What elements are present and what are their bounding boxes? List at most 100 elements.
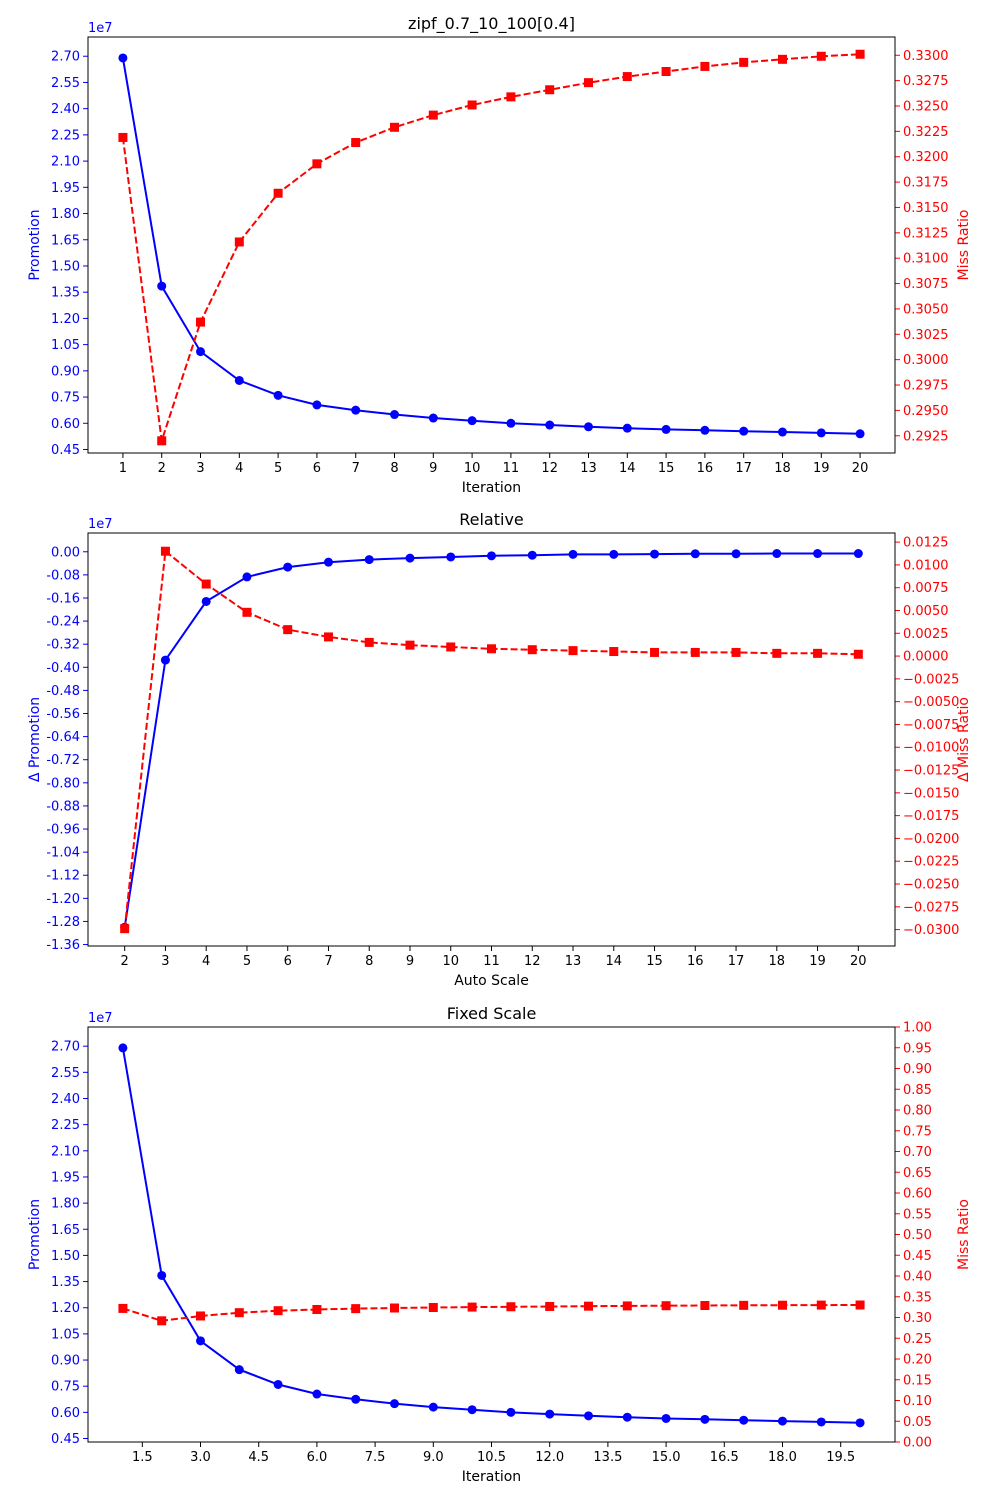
y2-tick-label: 0.50: [903, 1228, 932, 1243]
data-point-miss-ratio: [201, 579, 211, 589]
data-point-promotion: [323, 557, 333, 567]
y-tick-label: 2.40: [51, 1092, 80, 1107]
data-point-promotion: [351, 1394, 361, 1404]
data-point-promotion: [157, 1270, 167, 1280]
y2-tick-label: 0.0025: [903, 627, 949, 642]
data-point-promotion: [739, 426, 749, 436]
x-tick-label: 11: [483, 954, 500, 969]
y2-tick-label: 0.25: [903, 1332, 932, 1347]
x-tick-label: 4: [235, 461, 243, 476]
data-point-miss-ratio: [583, 1301, 593, 1311]
y-tick-label: -0.32: [46, 638, 80, 653]
data-point-promotion: [283, 562, 293, 572]
y2-tick-label: 0.2925: [903, 429, 949, 444]
y-tick-label: -0.48: [46, 684, 80, 699]
data-point-miss-ratio: [739, 1300, 749, 1310]
y2-tick-label: 0.2975: [903, 379, 949, 394]
data-point-miss-ratio: [487, 644, 496, 654]
x-tick-label: 10: [442, 954, 459, 969]
y2-tick-label: 0.60: [903, 1187, 932, 1202]
data-point-miss-ratio: [120, 924, 130, 934]
y-offset-label: 1e7: [88, 1011, 113, 1026]
data-point-miss-ratio: [234, 1308, 244, 1318]
series-line-promotion: [121, 1047, 861, 1424]
y-tick-label: 2.25: [51, 1118, 80, 1133]
data-point-promotion: [467, 1405, 477, 1415]
x-tick-label: 8: [365, 954, 373, 969]
data-point-miss-ratio: [118, 132, 128, 142]
data-point-miss-ratio: [583, 78, 593, 88]
y2-tick-label: 1.00: [903, 1021, 932, 1036]
y2-tick-label: 0.35: [903, 1290, 932, 1305]
x-tick-label: 4: [202, 954, 210, 969]
y-tick-label: 1.20: [51, 1301, 80, 1316]
y2-tick-label: 0.90: [903, 1062, 932, 1077]
y2-tick-label: 0.3300: [903, 49, 949, 64]
y-tick-label: -0.96: [46, 823, 80, 838]
data-point-promotion: [545, 420, 555, 430]
data-point-promotion: [390, 410, 400, 420]
data-point-promotion: [527, 550, 537, 560]
y2-tick-label: 0.3100: [903, 252, 949, 267]
data-point-miss-ratio: [739, 57, 749, 67]
plot-frame: [87, 1026, 896, 1443]
x-tick-label: 14: [619, 461, 636, 476]
x-tick-label: 4.5: [248, 1450, 269, 1465]
y2-tick-label: −0.0050: [903, 695, 959, 710]
data-point-miss-ratio: [772, 648, 782, 658]
data-point-promotion: [855, 1418, 865, 1428]
data-point-promotion: [816, 1417, 826, 1427]
data-point-promotion: [700, 1414, 710, 1424]
x-tick-label: 11: [503, 461, 520, 476]
data-point-miss-ratio: [351, 1304, 361, 1314]
y2-axis-label: Miss Ratio: [956, 210, 972, 281]
plot-frame: [87, 532, 896, 947]
y2-tick-label: −0.0300: [903, 923, 959, 938]
y2-tick-label: 0.15: [903, 1373, 932, 1388]
y-tick-label: 0.45: [51, 443, 80, 458]
y2-tick-label: 0.45: [903, 1249, 932, 1264]
y2-tick-label: 0.10: [903, 1394, 932, 1409]
y-tick-label: 1.80: [51, 207, 80, 222]
data-point-promotion: [583, 1411, 593, 1421]
data-point-promotion: [428, 1402, 438, 1412]
data-point-promotion: [853, 549, 863, 559]
plot-frame: [87, 36, 896, 454]
data-point-promotion: [622, 1412, 632, 1422]
y-tick-label: 2.70: [51, 1040, 80, 1055]
x-tick-label: 1: [119, 461, 127, 476]
y-tick-label: 1.95: [51, 1170, 80, 1185]
x-tick-label: 14: [605, 954, 622, 969]
x-tick-label: 16: [687, 954, 704, 969]
x-tick-label: 18: [774, 461, 791, 476]
y-tick-label: 0.75: [51, 391, 80, 406]
data-point-miss-ratio: [157, 436, 167, 446]
x-tick-label: 15: [646, 954, 663, 969]
data-point-promotion: [242, 572, 252, 582]
y-offset-label: 1e7: [88, 21, 113, 36]
data-point-promotion: [506, 418, 516, 428]
data-point-miss-ratio: [312, 159, 322, 169]
data-point-promotion: [196, 347, 206, 357]
y-tick-label: -0.88: [46, 799, 80, 814]
y-tick-label: 2.40: [51, 102, 80, 117]
x-tick-label: 16: [697, 461, 714, 476]
data-point-miss-ratio: [467, 1302, 477, 1312]
x-tick-label: 6: [284, 954, 292, 969]
data-point-miss-ratio: [622, 1301, 632, 1311]
y-tick-label: 2.25: [51, 128, 80, 143]
y-tick-label: 1.05: [51, 338, 80, 353]
data-point-promotion: [650, 549, 660, 559]
y2-tick-label: −0.0250: [903, 878, 959, 893]
y-tick-label: 2.10: [51, 155, 80, 170]
data-point-promotion: [506, 1407, 516, 1417]
data-point-miss-ratio: [446, 642, 456, 652]
x-tick-label: 9.0: [423, 1450, 444, 1465]
x-tick-label: 19: [809, 954, 826, 969]
data-point-miss-ratio: [390, 1303, 400, 1313]
data-point-promotion: [690, 549, 700, 559]
y-tick-label: -0.56: [46, 707, 80, 722]
y-tick-label: 1.50: [51, 259, 80, 274]
data-point-miss-ratio: [234, 237, 244, 247]
x-tick-label: 2: [121, 954, 129, 969]
